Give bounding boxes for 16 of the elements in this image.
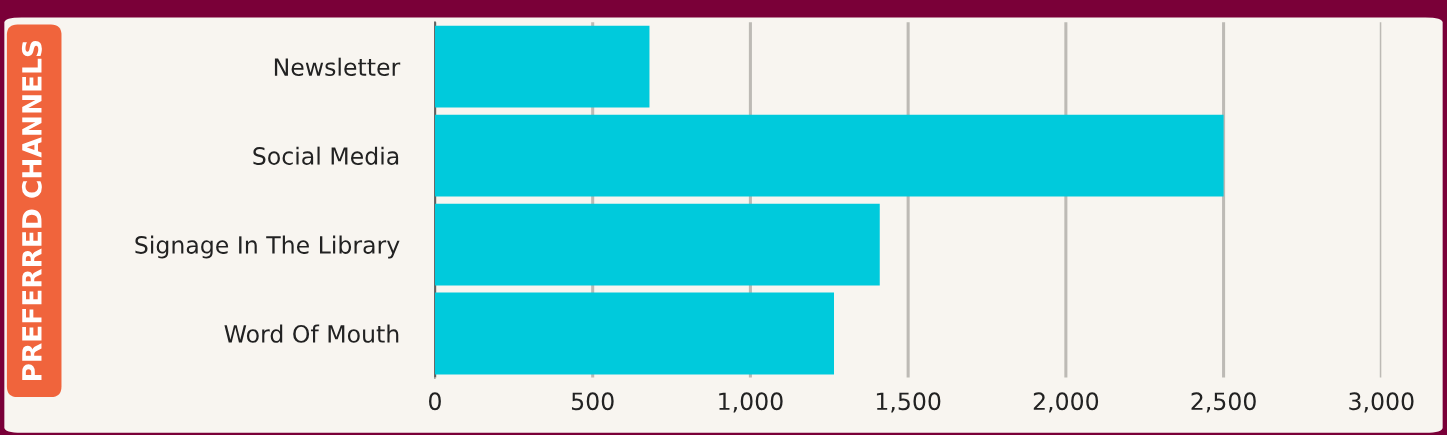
y-tick-label: Social Media — [253, 146, 399, 165]
x-tick-label: 1,500 — [876, 392, 941, 413]
x-tick-label: 1,000 — [719, 392, 783, 413]
bar — [434, 203, 880, 286]
x-tick-label: 2,000 — [1033, 392, 1099, 413]
y-axis-title: PREFERRED CHANNELS — [21, 41, 42, 381]
y-tick-label: Word Of Mouth — [224, 324, 399, 343]
y-tick-label: Signage In The Library — [135, 235, 400, 259]
bar — [434, 114, 1224, 197]
y-tick-label: Newsletter — [274, 57, 401, 76]
x-tick-label: 500 — [571, 392, 614, 411]
bar — [434, 25, 650, 108]
x-tick-label: 3,000 — [1349, 392, 1414, 413]
bar — [434, 292, 835, 375]
x-tick-label: 0 — [429, 392, 441, 411]
x-tick-label: 2,500 — [1191, 392, 1256, 413]
